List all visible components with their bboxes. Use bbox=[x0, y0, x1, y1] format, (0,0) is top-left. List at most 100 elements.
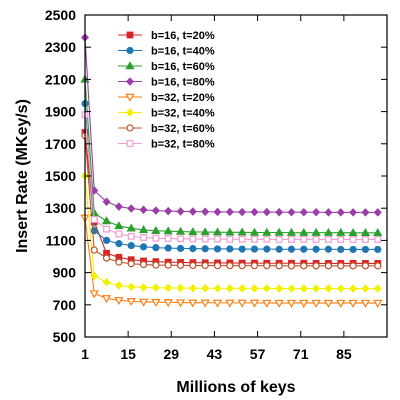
data-point bbox=[275, 284, 284, 293]
data-point bbox=[287, 262, 296, 270]
x-tick-label: 1 bbox=[81, 346, 89, 362]
data-point bbox=[311, 299, 321, 308]
data-point bbox=[238, 235, 246, 243]
data-point bbox=[177, 235, 184, 243]
data-point bbox=[213, 284, 222, 293]
y-tick-label: 1700 bbox=[45, 136, 76, 152]
data-point bbox=[237, 227, 247, 236]
data-point bbox=[361, 208, 370, 217]
data-point bbox=[151, 283, 160, 293]
x-tick-label: 71 bbox=[293, 346, 309, 362]
legend-label: b=32, t=60% bbox=[151, 123, 215, 135]
x-tick-label: 57 bbox=[250, 346, 266, 362]
data-point bbox=[225, 284, 234, 293]
data-point bbox=[201, 283, 210, 293]
data-point bbox=[312, 236, 320, 243]
data-point bbox=[139, 283, 148, 292]
data-point bbox=[373, 228, 383, 237]
series-7 bbox=[81, 132, 382, 270]
data-point bbox=[324, 208, 333, 217]
data-point bbox=[348, 299, 358, 308]
data-point bbox=[225, 227, 235, 236]
data-point bbox=[176, 207, 185, 216]
legend-item: b=16, t=20% bbox=[118, 30, 215, 42]
data-point bbox=[103, 225, 110, 233]
data-point bbox=[263, 245, 271, 253]
data-point bbox=[250, 207, 259, 217]
y-tick-label: 1100 bbox=[46, 232, 77, 248]
data-point bbox=[90, 246, 98, 254]
data-point bbox=[164, 235, 172, 242]
data-point bbox=[360, 228, 371, 237]
data-point bbox=[262, 299, 272, 308]
data-point bbox=[374, 236, 382, 243]
data-point bbox=[176, 283, 185, 293]
series-layer bbox=[80, 33, 383, 308]
data-point bbox=[250, 245, 259, 253]
legend-marker bbox=[126, 31, 134, 39]
data-point bbox=[225, 207, 234, 217]
data-point bbox=[336, 284, 345, 293]
data-point bbox=[349, 262, 357, 270]
data-point bbox=[138, 225, 149, 234]
data-point bbox=[373, 299, 383, 308]
data-point bbox=[349, 208, 358, 217]
data-point bbox=[152, 261, 160, 269]
data-point bbox=[226, 245, 234, 253]
data-point bbox=[373, 208, 382, 217]
data-point bbox=[201, 207, 210, 217]
series-line bbox=[84, 114, 378, 240]
data-point bbox=[337, 245, 345, 254]
data-point bbox=[238, 262, 246, 270]
data-point bbox=[337, 236, 345, 243]
data-point bbox=[237, 299, 247, 308]
data-point bbox=[115, 258, 123, 266]
data-point bbox=[152, 234, 160, 242]
data-point bbox=[349, 284, 358, 293]
legend-marker bbox=[126, 46, 134, 55]
data-point bbox=[89, 290, 99, 299]
data-point bbox=[374, 245, 382, 254]
legend-item: b=32, t=20% bbox=[118, 92, 215, 104]
legend-item: b=32, t=40% bbox=[118, 108, 215, 120]
x-axis-title: Millions of keys bbox=[176, 379, 295, 396]
data-point bbox=[213, 245, 222, 253]
data-point bbox=[102, 197, 111, 207]
data-point bbox=[101, 295, 112, 304]
data-point bbox=[299, 227, 309, 236]
data-point bbox=[287, 207, 296, 217]
series-2 bbox=[81, 99, 382, 254]
data-point bbox=[226, 262, 234, 270]
legend-label: b=16, t=40% bbox=[151, 46, 215, 58]
data-point bbox=[152, 244, 160, 252]
data-point bbox=[288, 236, 295, 243]
data-point bbox=[323, 227, 334, 236]
data-point bbox=[274, 299, 284, 308]
data-point bbox=[299, 299, 309, 308]
data-point bbox=[114, 281, 123, 290]
y-tick-label: 500 bbox=[53, 329, 77, 345]
data-point bbox=[114, 297, 124, 306]
y-tick-label: 2500 bbox=[45, 7, 76, 23]
data-point bbox=[139, 260, 148, 269]
data-point bbox=[262, 207, 271, 217]
data-point bbox=[362, 236, 369, 243]
data-point bbox=[312, 284, 321, 293]
data-point bbox=[127, 232, 135, 240]
data-point bbox=[176, 244, 185, 253]
data-point bbox=[188, 227, 198, 236]
data-point bbox=[324, 284, 333, 293]
data-point bbox=[286, 227, 297, 236]
legend-label: b=32, t=40% bbox=[151, 108, 215, 120]
x-tick-label: 85 bbox=[336, 346, 352, 362]
data-point bbox=[238, 284, 247, 293]
data-point bbox=[323, 299, 334, 308]
data-point bbox=[126, 223, 136, 232]
data-point bbox=[299, 207, 308, 217]
data-point bbox=[115, 230, 123, 238]
data-point bbox=[114, 221, 124, 230]
y-tick-label: 700 bbox=[53, 297, 77, 313]
data-point bbox=[262, 284, 271, 293]
data-point bbox=[325, 236, 332, 243]
